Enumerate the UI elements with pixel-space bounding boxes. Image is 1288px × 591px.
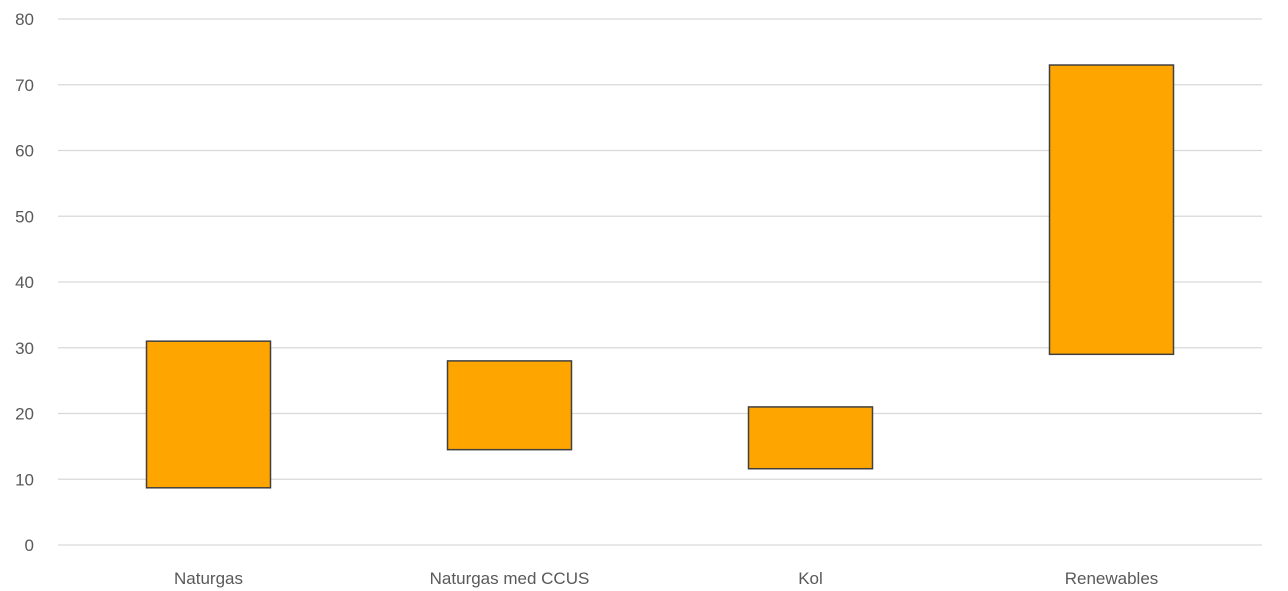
y-tick-label: 30 xyxy=(15,339,34,358)
x-axis-category-labels: Naturgas Naturgas med CCUS Kol Renewables xyxy=(174,569,1158,588)
x-category-label: Renewables xyxy=(1065,569,1159,588)
y-axis-tick-labels: 0 10 20 30 40 50 60 70 80 xyxy=(15,10,34,555)
y-tick-label: 10 xyxy=(15,470,34,489)
y-tick-label: 70 xyxy=(15,76,34,95)
x-category-label: Naturgas med CCUS xyxy=(430,569,590,588)
range-bar-naturgas xyxy=(145,340,272,489)
y-tick-label: 50 xyxy=(15,207,34,226)
y-tick-label: 40 xyxy=(15,273,34,292)
y-tick-label: 0 xyxy=(25,536,34,555)
range-bar-kol xyxy=(747,406,874,470)
range-bars xyxy=(145,64,1175,489)
x-category-label: Naturgas xyxy=(174,569,243,588)
range-bar-renewables xyxy=(1048,64,1175,356)
y-tick-label: 80 xyxy=(15,10,34,29)
y-tick-label: 20 xyxy=(15,405,34,424)
x-category-label: Kol xyxy=(798,569,823,588)
range-bar-naturgas-med-ccus xyxy=(446,360,573,451)
y-tick-label: 60 xyxy=(15,142,34,161)
